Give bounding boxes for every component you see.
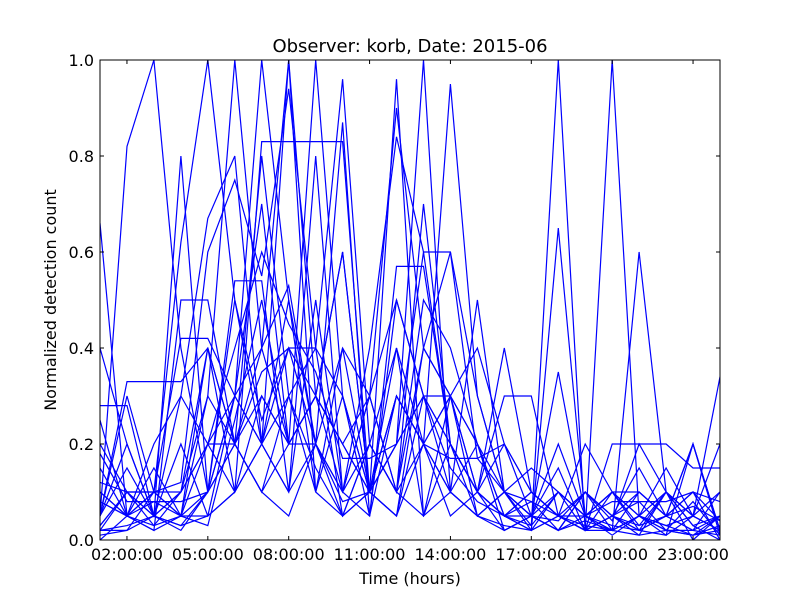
series-line-24: [100, 299, 720, 540]
x-tick-label: 08:00:00: [253, 545, 325, 564]
x-tick-label: 20:00:00: [576, 545, 648, 564]
y-axis: 0.0 0.2 0.4 0.6 0.8 1.0: [69, 51, 720, 550]
series-line-12: [100, 346, 720, 532]
x-axis: 02:00:00 05:00:00 08:00:00 11:00:00 14:00:00…: [91, 60, 729, 564]
y-tick-label: 0.0: [69, 531, 94, 550]
y-tick-label: 1.0: [69, 51, 94, 70]
plot-frame: [99, 59, 721, 541]
x-axis-label: Time (hours): [358, 569, 461, 588]
x-tick-label: 05:00:00: [172, 545, 244, 564]
y-tick-label: 0.6: [69, 243, 94, 262]
y-tick-label: 0.4: [69, 339, 94, 358]
series-line-17: [100, 394, 720, 540]
series-line-10: [100, 60, 720, 532]
y-axis-label: Normalized detection count: [41, 189, 60, 411]
series-line-8: [100, 60, 720, 536]
chart-title: Observer: korb, Date: 2015-06: [272, 36, 547, 57]
x-tick-label: 14:00:00: [415, 545, 487, 564]
x-tick-label: 23:00:00: [657, 545, 729, 564]
x-tick-label: 17:00:00: [495, 545, 567, 564]
series-layer: [100, 60, 720, 540]
series-line-13: [100, 265, 720, 532]
y-tick-label: 0.2: [69, 435, 94, 454]
x-tick-label: 02:00:00: [91, 545, 163, 564]
series-line-23: [100, 347, 720, 532]
x-tick-label: 11:00:00: [334, 545, 406, 564]
series-line-20: [100, 297, 720, 536]
series-line-1: [100, 79, 720, 532]
y-tick-label: 0.8: [69, 147, 94, 166]
